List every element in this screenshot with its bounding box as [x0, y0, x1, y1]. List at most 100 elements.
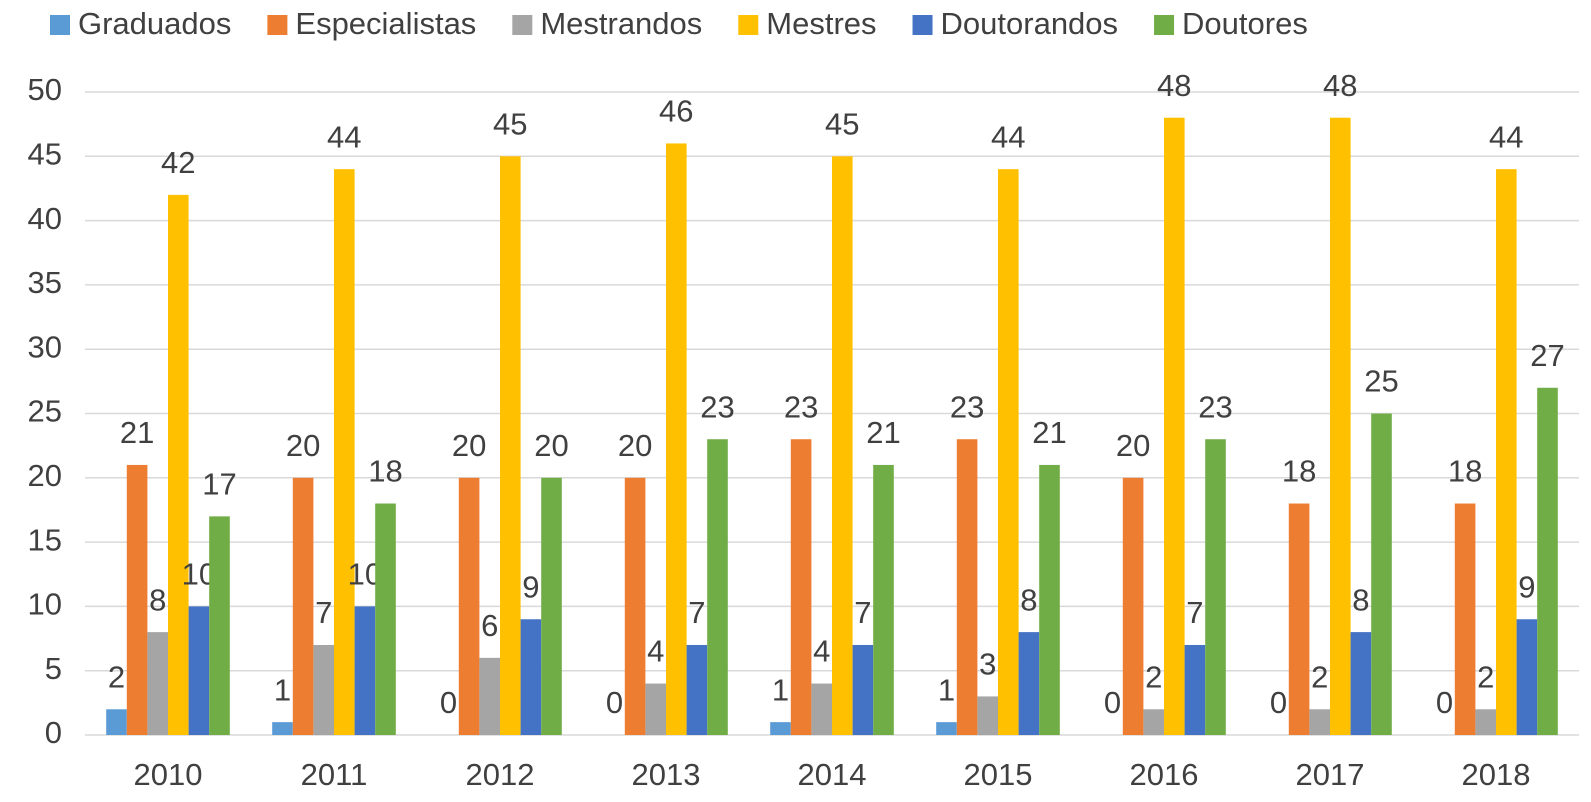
- value-label: 1: [274, 672, 291, 707]
- bar: [977, 696, 998, 735]
- value-label: 9: [522, 569, 539, 604]
- bar: [1309, 709, 1330, 735]
- value-label: 20: [618, 428, 652, 463]
- y-tick-label: 5: [45, 651, 62, 686]
- value-label: 23: [950, 389, 984, 424]
- value-label: 8: [149, 582, 166, 617]
- bar: [790, 439, 812, 735]
- y-tick-label: 20: [28, 458, 62, 493]
- bar: [1371, 413, 1392, 735]
- legend-label: Doutorandos: [941, 6, 1119, 41]
- bar: [313, 644, 334, 735]
- value-label: 42: [161, 145, 195, 180]
- bar: [1537, 387, 1558, 735]
- value-label: 0: [1270, 685, 1287, 720]
- y-tick-label: 30: [28, 329, 62, 364]
- value-label: 23: [700, 389, 734, 424]
- value-label: 0: [1436, 685, 1453, 720]
- x-tick-label: 2016: [1130, 757, 1199, 792]
- y-tick-label: 0: [45, 715, 62, 750]
- y-tick-label: 10: [28, 587, 62, 622]
- value-label: 21: [120, 415, 154, 450]
- value-label: 2: [108, 659, 125, 694]
- bar: [686, 644, 708, 735]
- value-label: 44: [327, 119, 361, 154]
- bar: [811, 683, 832, 735]
- x-tick-label: 2011: [301, 757, 368, 792]
- value-label: 1: [772, 672, 789, 707]
- value-label: 0: [606, 685, 623, 720]
- legend-swatch: [738, 15, 759, 35]
- x-tick-label: 2014: [798, 757, 867, 792]
- y-tick-label: 50: [28, 72, 62, 107]
- bar: [334, 169, 355, 735]
- legend-label: Especialistas: [295, 6, 476, 41]
- bar: [126, 464, 148, 735]
- value-label: 0: [1104, 685, 1121, 720]
- bar: [645, 683, 666, 735]
- value-label: 23: [784, 389, 818, 424]
- value-label: 3: [979, 647, 996, 682]
- value-label: 7: [1186, 595, 1203, 630]
- bar: [1475, 709, 1496, 735]
- bar: [1039, 464, 1060, 735]
- value-label: 44: [991, 119, 1025, 154]
- value-label: 48: [1323, 68, 1357, 103]
- value-label: 7: [854, 595, 871, 630]
- value-label: 17: [202, 467, 236, 502]
- bar: [666, 143, 687, 735]
- bar: [1288, 503, 1310, 735]
- y-tick-label: 40: [28, 201, 62, 236]
- y-tick-label: 45: [28, 136, 62, 171]
- value-label: 18: [1282, 454, 1316, 489]
- legend-swatch: [1154, 15, 1175, 35]
- bar: [998, 169, 1019, 735]
- value-label: 4: [813, 634, 830, 669]
- x-tick-label: 2015: [964, 757, 1033, 792]
- value-label: 20: [286, 428, 320, 463]
- bar: [272, 722, 293, 735]
- value-label: 18: [368, 454, 402, 489]
- bar: [375, 503, 396, 735]
- value-label: 6: [481, 608, 498, 643]
- bar: [1018, 632, 1040, 735]
- value-label: 1: [938, 672, 955, 707]
- legend-swatch: [512, 15, 533, 35]
- value-label: 8: [1020, 582, 1037, 617]
- x-tick-label: 2017: [1296, 757, 1365, 792]
- bar: [1205, 439, 1226, 735]
- bar: [500, 156, 521, 736]
- bar: [354, 606, 376, 735]
- bar: [479, 657, 500, 735]
- value-label: 27: [1530, 338, 1564, 373]
- bar: [770, 722, 791, 735]
- value-label: 48: [1157, 68, 1191, 103]
- value-label: 18: [1448, 454, 1482, 489]
- bar: [458, 477, 480, 735]
- bar: [936, 722, 957, 735]
- legend-label: Mestres: [766, 6, 876, 41]
- value-label: 21: [1032, 415, 1066, 450]
- y-tick-label: 25: [28, 394, 62, 429]
- x-tick-label: 2010: [134, 757, 203, 792]
- bar: [1330, 117, 1351, 736]
- legend-label: Doutores: [1182, 6, 1308, 41]
- bar: [541, 477, 562, 735]
- bar: [624, 477, 646, 735]
- value-label: 9: [1518, 569, 1535, 604]
- bar: [147, 632, 168, 735]
- bar: [1496, 169, 1517, 735]
- value-label: 25: [1364, 364, 1398, 399]
- bar: [168, 194, 189, 735]
- value-label: 21: [866, 415, 900, 450]
- legend-label: Graduados: [78, 6, 231, 41]
- value-label: 45: [493, 106, 527, 141]
- bar: [852, 644, 874, 735]
- bar: [1122, 477, 1144, 735]
- y-tick-label: 35: [28, 265, 62, 300]
- bar: [106, 709, 127, 735]
- y-tick-label: 15: [28, 522, 62, 557]
- bar: [1184, 644, 1206, 735]
- x-tick-label: 2013: [632, 757, 701, 792]
